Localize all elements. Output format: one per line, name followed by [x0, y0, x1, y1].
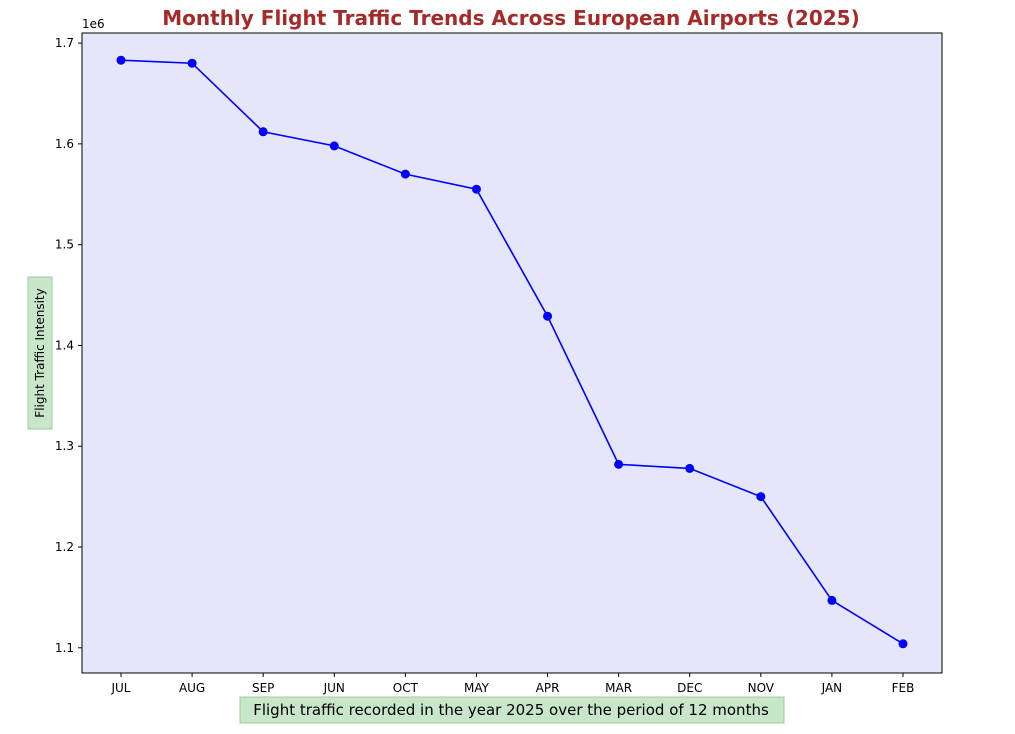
x-axis-label-box [239, 696, 785, 724]
x-axis-label: Flight traffic recorded in the year 2025… [253, 701, 769, 719]
data-point [187, 58, 197, 68]
y-tick-label: 1.2 [55, 540, 74, 554]
data-point [116, 55, 126, 65]
data-point [685, 463, 695, 473]
y-axis-label-group: Flight Traffic Intensity [27, 276, 53, 430]
x-tick-label: MAR [605, 681, 632, 695]
y-tick-label: 1.7 [55, 36, 74, 50]
data-point [471, 184, 481, 194]
x-axis-label-group: Flight traffic recorded in the year 2025… [239, 696, 785, 724]
x-tick-label: APR [536, 681, 560, 695]
x-tick-label: DEC [677, 681, 702, 695]
data-point [543, 311, 553, 321]
data-point [898, 639, 908, 649]
x-tick-label: JUL [110, 681, 130, 695]
y-axis-ticks: 1.1 1.2 1.3 1.4 1.5 1.6 1.7 [55, 36, 82, 655]
x-tick-label: OCT [393, 681, 419, 695]
y-tick-label: 1.6 [55, 137, 74, 151]
data-point [827, 595, 837, 605]
x-tick-label: JAN [821, 681, 843, 695]
y-tick-label: 1.5 [55, 238, 74, 252]
data-points [116, 55, 908, 649]
x-tick-label: SEP [252, 681, 274, 695]
data-point [258, 127, 268, 137]
x-tick-label: JUN [323, 681, 345, 695]
chart-title: Monthly Flight Traffic Trends Across Eur… [162, 6, 860, 30]
y-tick-label: 1.3 [55, 439, 74, 453]
data-point [329, 141, 339, 151]
y-axis-label-box [27, 276, 53, 430]
y-tick-label: 1.1 [55, 641, 74, 655]
x-tick-label: AUG [179, 681, 205, 695]
x-tick-label: NOV [748, 681, 775, 695]
plot-area [81, 32, 943, 674]
y-axis-offset-label: 1e6 [82, 17, 105, 31]
data-point [614, 459, 624, 469]
data-point [756, 492, 766, 502]
y-tick-label: 1.4 [55, 338, 74, 352]
data-point [400, 169, 410, 179]
x-tick-label: MAY [464, 681, 490, 695]
x-tick-label: FEB [892, 681, 915, 695]
y-axis-label: Flight Traffic Intensity [33, 288, 47, 417]
series-line [120, 59, 904, 645]
x-axis-ticks: JUL AUG SEP JUN OCT MAY APR MAR DEC NOV JAN FEB [110, 673, 914, 695]
